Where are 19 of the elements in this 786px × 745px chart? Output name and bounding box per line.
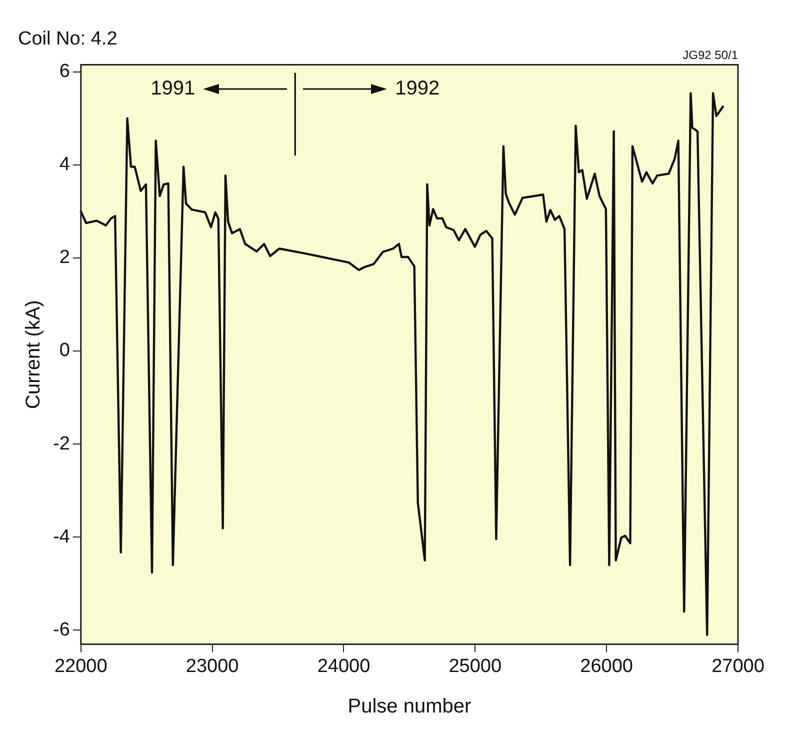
x-tick-label: 27000 bbox=[712, 656, 764, 677]
y-tick-label: -2 bbox=[52, 433, 70, 454]
annotation: 1991 bbox=[150, 77, 196, 100]
x-tick-label: 25000 bbox=[448, 656, 502, 677]
x-axis-title: Pulse number bbox=[348, 696, 472, 718]
x-tick-label: 26000 bbox=[580, 656, 633, 677]
y-tick-label: 0 bbox=[59, 340, 70, 362]
y-tick-label: -6 bbox=[52, 619, 70, 640]
chart-title: Coil No: 4.2 bbox=[18, 28, 118, 50]
x-tick-label: 23000 bbox=[186, 656, 239, 677]
y-tick-label: 2 bbox=[59, 247, 70, 268]
y-tick-label: 4 bbox=[59, 154, 70, 176]
y-tick-label: -4 bbox=[52, 526, 70, 548]
x-tick-label: 24000 bbox=[317, 656, 370, 677]
annotation: 1992 bbox=[395, 77, 440, 100]
x-tick-label: 22000 bbox=[54, 656, 108, 677]
text: JG92 50/1 bbox=[682, 48, 738, 62]
y-axis-title: Current (kA) bbox=[22, 300, 45, 409]
y-tick-label: 6 bbox=[59, 61, 70, 82]
